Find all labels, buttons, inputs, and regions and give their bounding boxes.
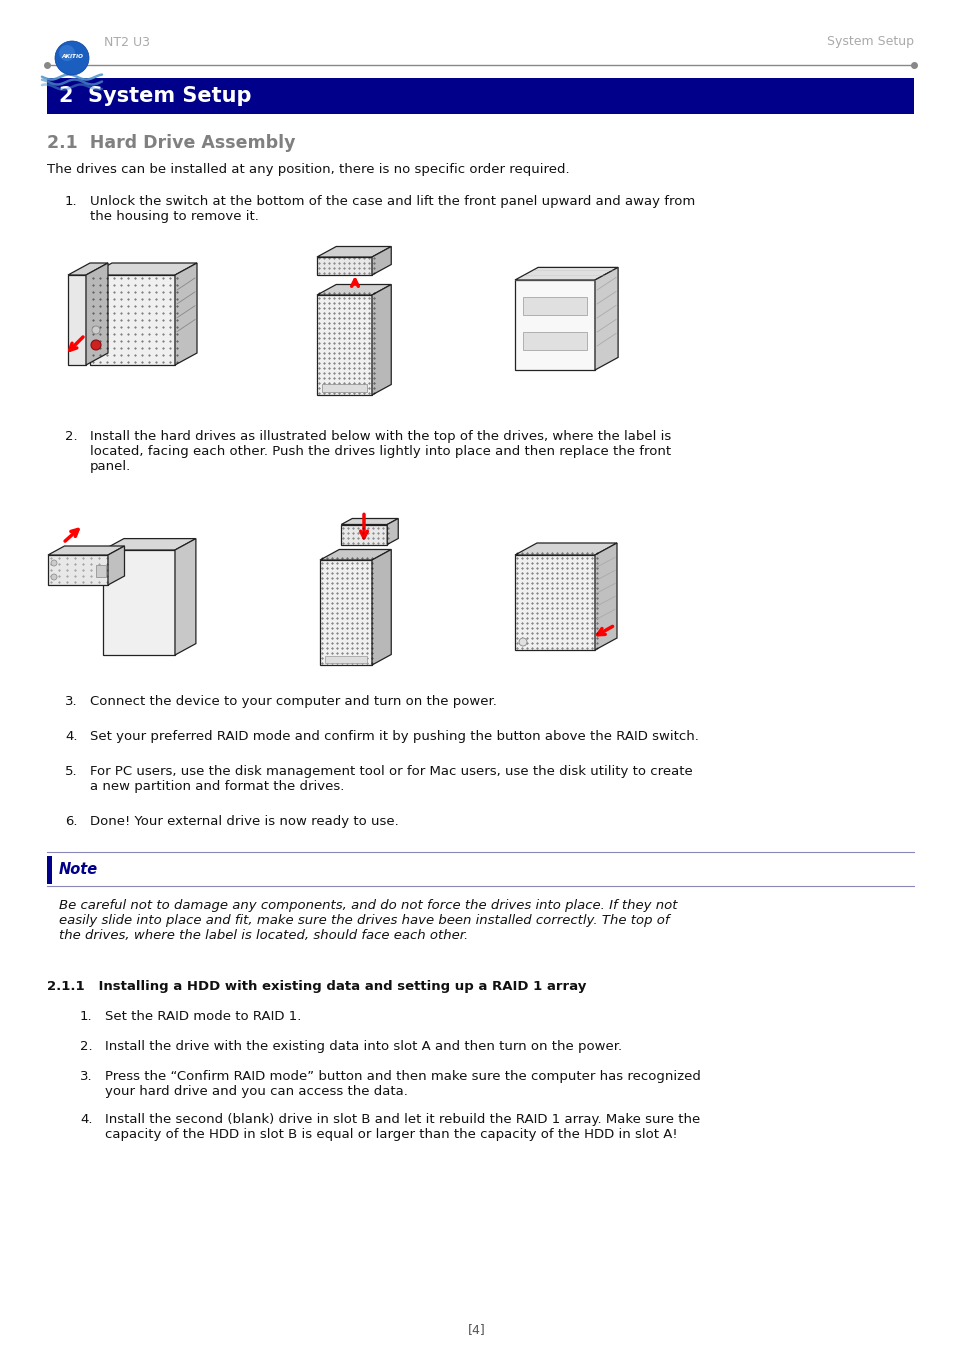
Text: Install the second (blank) drive in slot B and let it rebuild the RAID 1 array. : Install the second (blank) drive in slot…: [105, 1112, 700, 1141]
Circle shape: [91, 340, 101, 350]
Bar: [322, 383, 367, 392]
Text: 1.: 1.: [65, 194, 77, 208]
Polygon shape: [48, 555, 108, 585]
Polygon shape: [372, 285, 391, 396]
Polygon shape: [372, 247, 391, 275]
Text: NT2 U3: NT2 U3: [104, 35, 150, 49]
Polygon shape: [174, 263, 196, 364]
Circle shape: [51, 574, 57, 580]
Polygon shape: [316, 256, 372, 275]
Polygon shape: [48, 545, 125, 555]
Text: Be careful not to damage any components, and do not force the drives into place.: Be careful not to damage any components,…: [59, 899, 677, 942]
Text: 4.: 4.: [80, 1112, 92, 1126]
Bar: [47, 856, 52, 884]
Polygon shape: [341, 525, 387, 544]
Text: 2.: 2.: [65, 431, 77, 443]
Polygon shape: [90, 263, 196, 275]
Polygon shape: [68, 263, 108, 275]
Text: Set the RAID mode to RAID 1.: Set the RAID mode to RAID 1.: [105, 1010, 301, 1023]
Circle shape: [91, 325, 100, 333]
Circle shape: [55, 40, 89, 76]
Polygon shape: [316, 285, 391, 296]
Bar: [96, 566, 106, 576]
Circle shape: [59, 45, 75, 61]
Text: Set your preferred RAID mode and confirm it by pushing the button above the RAID: Set your preferred RAID mode and confirm…: [90, 730, 699, 742]
Text: Unlock the switch at the bottom of the case and lift the front panel upward and : Unlock the switch at the bottom of the c…: [90, 194, 695, 223]
Polygon shape: [68, 275, 86, 364]
Polygon shape: [319, 560, 372, 666]
Text: 3.: 3.: [65, 695, 77, 707]
Text: 3.: 3.: [80, 1071, 92, 1083]
Polygon shape: [515, 555, 595, 649]
Text: 2.1  Hard Drive Assembly: 2.1 Hard Drive Assembly: [47, 134, 295, 153]
Text: The drives can be installed at any position, there is no specific order required: The drives can be installed at any posit…: [47, 163, 569, 176]
Polygon shape: [341, 518, 397, 525]
Polygon shape: [316, 247, 391, 256]
Text: 2.1.1   Installing a HDD with existing data and setting up a RAID 1 array: 2.1.1 Installing a HDD with existing dat…: [47, 980, 586, 994]
Polygon shape: [515, 267, 618, 279]
Polygon shape: [103, 539, 195, 549]
Text: 4.: 4.: [65, 730, 77, 742]
Circle shape: [51, 560, 57, 566]
Text: 6.: 6.: [65, 815, 77, 828]
Polygon shape: [108, 545, 125, 585]
Polygon shape: [90, 275, 174, 364]
Polygon shape: [86, 263, 108, 364]
Text: Install the drive with the existing data into slot A and then turn on the power.: Install the drive with the existing data…: [105, 1040, 621, 1053]
Text: Connect the device to your computer and turn on the power.: Connect the device to your computer and …: [90, 695, 497, 707]
Text: For PC users, use the disk management tool or for Mac users, use the disk utilit: For PC users, use the disk management to…: [90, 765, 692, 792]
Text: AKiTiO: AKiTiO: [61, 54, 83, 59]
Polygon shape: [174, 539, 195, 655]
Polygon shape: [515, 543, 617, 555]
Polygon shape: [316, 296, 372, 396]
Bar: [522, 297, 586, 315]
Text: 2.: 2.: [80, 1040, 92, 1053]
Text: [4]: [4]: [468, 1323, 485, 1336]
Polygon shape: [595, 267, 618, 370]
Bar: [522, 332, 586, 350]
Text: Note: Note: [59, 863, 98, 878]
Text: 5.: 5.: [65, 765, 77, 778]
Polygon shape: [387, 518, 397, 544]
Bar: [47, 78, 913, 113]
Polygon shape: [103, 549, 174, 655]
Polygon shape: [595, 543, 617, 649]
Text: 1.: 1.: [80, 1010, 92, 1023]
Text: System Setup: System Setup: [826, 35, 913, 49]
Text: Press the “Confirm RAID mode” button and then make sure the computer has recogni: Press the “Confirm RAID mode” button and…: [105, 1071, 700, 1098]
Bar: [325, 656, 367, 663]
Polygon shape: [319, 549, 391, 560]
Polygon shape: [515, 279, 595, 370]
Polygon shape: [372, 549, 391, 666]
Text: 2  System Setup: 2 System Setup: [59, 86, 252, 107]
Circle shape: [518, 639, 526, 647]
Text: Install the hard drives as illustrated below with the top of the drives, where t: Install the hard drives as illustrated b…: [90, 431, 671, 472]
Text: Done! Your external drive is now ready to use.: Done! Your external drive is now ready t…: [90, 815, 398, 828]
